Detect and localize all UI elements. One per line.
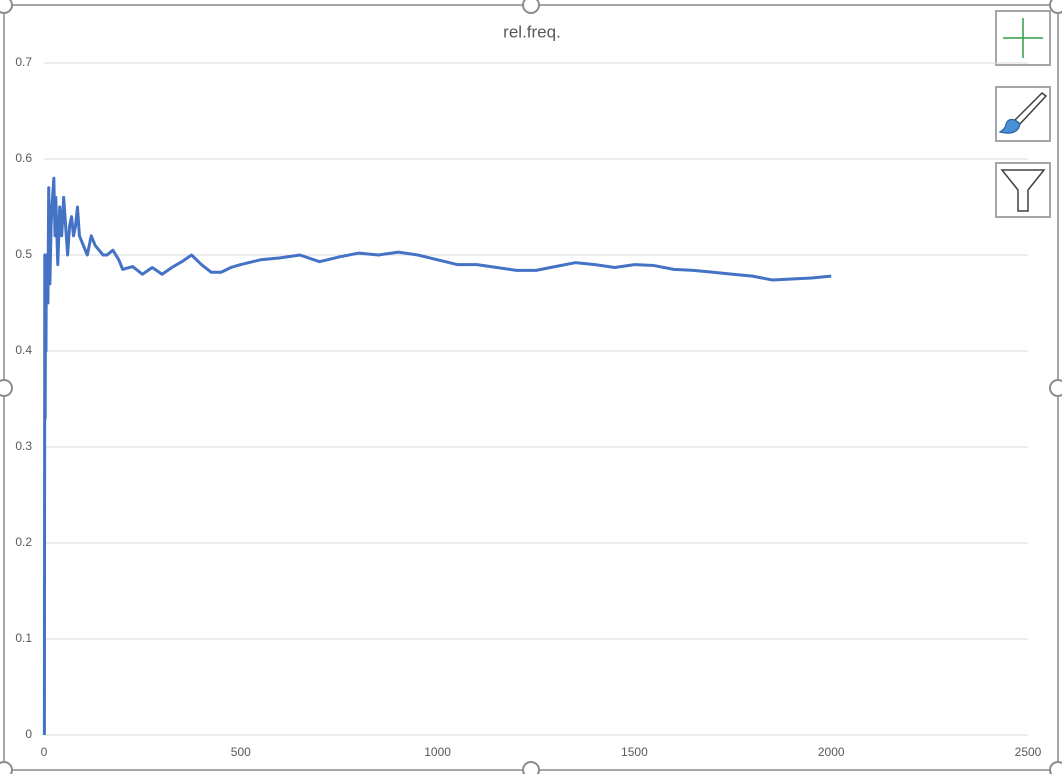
x-tick-label: 0	[41, 745, 48, 759]
y-tick-label: 0.4	[15, 343, 32, 357]
chart-title: rel.freq.	[503, 22, 561, 41]
plus-icon	[1003, 18, 1043, 58]
chart-styles-button[interactable]	[995, 86, 1051, 142]
y-tick-label: 0.7	[15, 55, 32, 69]
handle-bottom[interactable]	[522, 761, 540, 774]
handle-top-left[interactable]	[0, 0, 13, 14]
chart-filters-button[interactable]	[995, 162, 1051, 218]
y-tick-label: 0.1	[15, 631, 32, 645]
x-tick-label: 1500	[621, 745, 648, 759]
y-tick-label: 0.2	[15, 535, 32, 549]
y-tick-label: 0.6	[15, 151, 32, 165]
x-tick-label: 500	[231, 745, 251, 759]
handle-top-right[interactable]	[1049, 0, 1062, 14]
y-tick-label: 0.5	[15, 247, 32, 261]
chart-border	[3, 4, 1059, 771]
filter-icon	[1000, 169, 1046, 212]
y-tick-label: 0	[25, 727, 32, 741]
handle-bottom-left[interactable]	[0, 761, 13, 774]
x-tick-label: 1000	[424, 745, 451, 759]
x-tick-label: 2500	[1015, 745, 1042, 759]
brush-tip	[998, 118, 1021, 134]
chart-elements-button[interactable]	[995, 10, 1051, 66]
data-line	[42, 176, 832, 736]
handle-bottom-right[interactable]	[1049, 761, 1062, 774]
handle-top[interactable]	[522, 0, 540, 14]
y-tick-label: 0.3	[15, 439, 32, 453]
handle-right[interactable]	[1049, 379, 1062, 397]
handle-left[interactable]	[0, 379, 13, 397]
x-tick-label: 2000	[818, 745, 845, 759]
